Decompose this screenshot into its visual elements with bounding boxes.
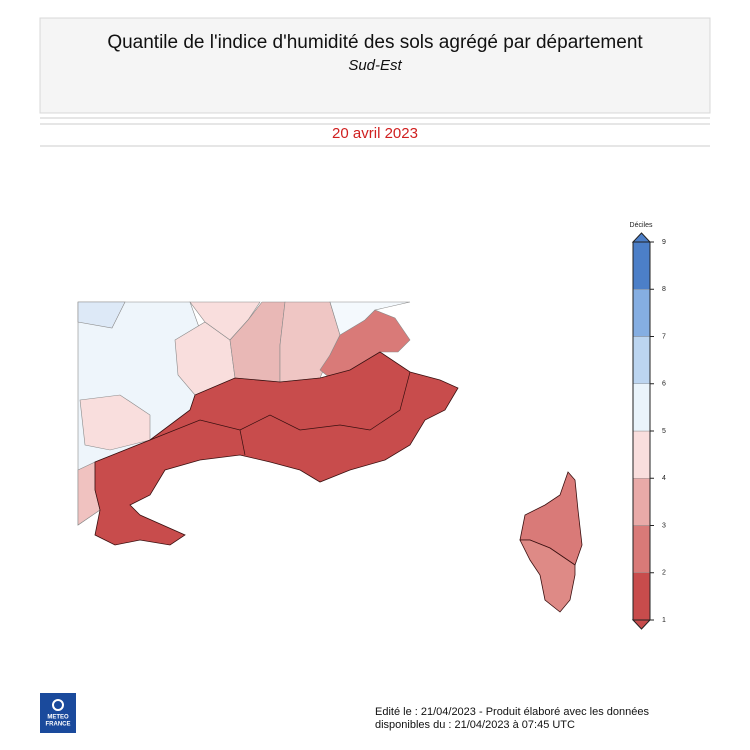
border — [149, 371, 411, 441]
region — [77, 301, 126, 329]
colorbar-bin — [632, 478, 651, 526]
logo-text: METEO — [47, 715, 69, 721]
colorbar-tick-label: 4 — [662, 475, 666, 482]
colorbar-bin — [632, 241, 651, 290]
colorbar-tick-label: 9 — [662, 239, 666, 246]
colorbar-tick-label: 2 — [662, 570, 666, 577]
colorbar-bin — [632, 336, 651, 384]
region — [319, 309, 411, 379]
colorbar-end — [631, 232, 652, 243]
colorbar-end — [631, 619, 652, 630]
date: 20 avril 2023 — [332, 125, 418, 142]
footer-text: Edité le : 21/04/2023 - Produit élaboré … — [375, 706, 649, 718]
logo-text: FRANCE — [46, 722, 71, 728]
colorbar-bin — [632, 525, 651, 573]
colorbar-bin — [632, 289, 651, 337]
colorbar-bin — [632, 572, 651, 621]
region — [519, 539, 576, 613]
footer-text: disponibles du : 21/04/2023 à 07:45 UTC — [375, 719, 575, 731]
colorbar-tick-label: 6 — [662, 381, 666, 388]
legend-title: Déciles — [630, 222, 653, 229]
colorbar-bin — [632, 383, 651, 432]
logo-icon — [52, 699, 64, 711]
border — [239, 429, 246, 456]
colorbar-tick-label: 1 — [662, 617, 666, 624]
colorbar-tick-label: 8 — [662, 286, 666, 293]
title: Quantile de l'indice d'humidité des sols… — [107, 32, 643, 53]
map — [77, 301, 583, 613]
colorbar-bin — [632, 430, 651, 479]
header-box — [39, 17, 711, 114]
region — [94, 351, 459, 546]
colorbar-tick-label: 5 — [662, 428, 666, 435]
subtitle: Sud-Est — [348, 57, 402, 74]
colorbar: 1 2 3 4 5 6 7 8 9 — [631, 232, 666, 630]
colorbar-tick-label: 3 — [662, 522, 666, 529]
colorbar-tick-label: 7 — [662, 333, 666, 340]
